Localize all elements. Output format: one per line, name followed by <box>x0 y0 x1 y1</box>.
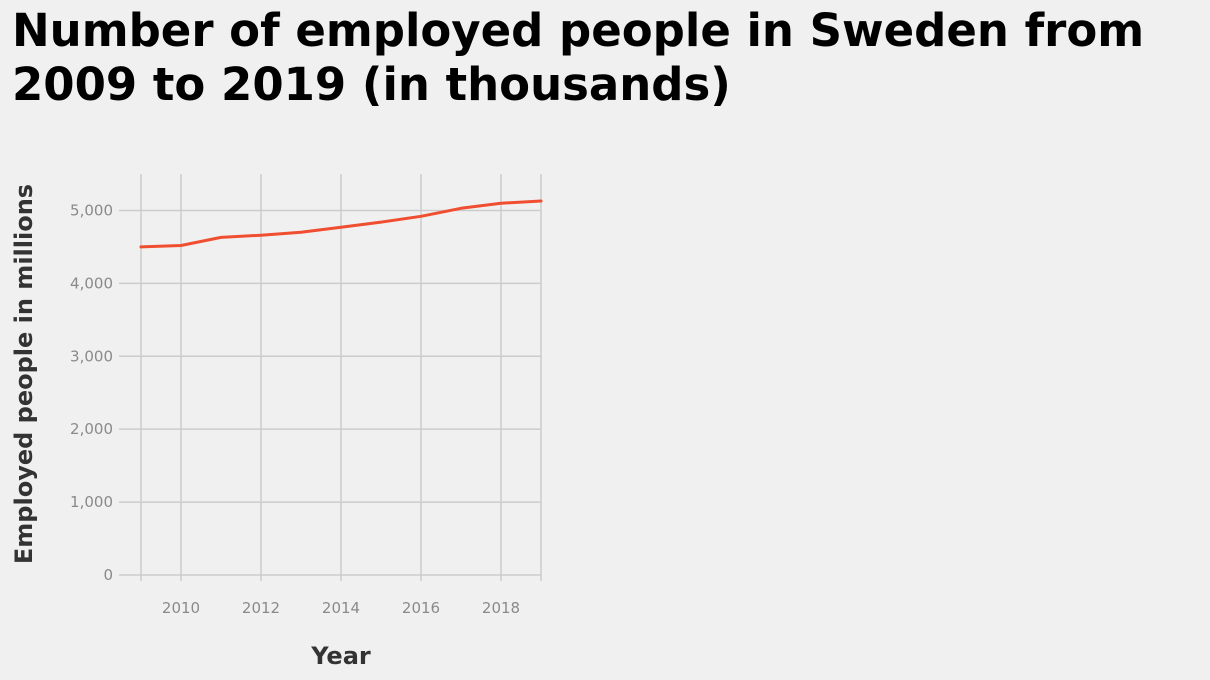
y-tick-label: 0 <box>103 566 113 584</box>
x-tick-label: 2016 <box>402 599 440 617</box>
grid <box>119 174 542 581</box>
x-tick-label: 2014 <box>322 599 360 617</box>
chart-title: Number of employed people in Sweden from… <box>12 4 1145 111</box>
x-axis-ticks: 2010 2012 2014 2016 2018 <box>162 599 520 617</box>
x-tick-label: 2010 <box>162 599 200 617</box>
x-tick-label: 2018 <box>482 599 520 617</box>
y-axis-title: Employed people in millions <box>10 184 38 564</box>
y-tick-label: 1,000 <box>70 493 113 511</box>
x-axis-title: Year <box>310 642 371 670</box>
series-line <box>139 199 543 249</box>
y-tick-label: 2,000 <box>70 420 113 438</box>
y-tick-label: 3,000 <box>70 347 113 365</box>
y-tick-label: 4,000 <box>70 274 113 292</box>
y-axis-ticks: 0 1,000 2,000 3,000 4,000 5,000 <box>70 201 113 584</box>
y-tick-label: 5,000 <box>70 201 113 219</box>
series <box>139 199 543 249</box>
x-tick-label: 2012 <box>242 599 280 617</box>
